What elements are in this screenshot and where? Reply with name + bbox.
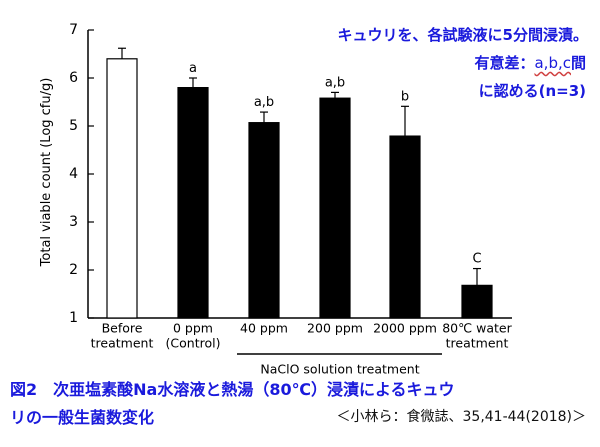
x-tick-label-0-1: treatment — [91, 336, 154, 351]
significance-label-5: C — [472, 252, 481, 267]
bar-1 — [177, 86, 209, 319]
y-axis: 1 2 3 4 5 6 7 — [69, 22, 512, 326]
x-tick-label-1-0: 0 ppm — [173, 321, 213, 336]
annotation-letters: a,b,c — [534, 54, 571, 72]
figure-caption-line-1: 図2 次亜塩素酸Na水溶液と熱湯（80℃）浸漬によるキュウ — [10, 380, 455, 399]
bar-5 — [461, 284, 493, 319]
y-axis-label: Total viable count (Log cfu/g) — [39, 78, 54, 268]
x-tick-label-2-0: 40 ppm — [240, 321, 288, 336]
x-tick-label-5-1: treatment — [446, 336, 509, 351]
x-tick-label-3-0: 200 ppm — [307, 321, 363, 336]
significance-label-2: a,b — [254, 95, 274, 110]
annotation-line-1: キュウリを、各試験液に5分間浸漬。 — [337, 26, 588, 44]
group-label: NaClO solution treatment — [260, 362, 419, 377]
y-tick-label-2: 2 — [69, 262, 78, 278]
bars: a a,b a,b b C — [106, 47, 493, 319]
annotation-prefix: 有意差： — [474, 54, 535, 72]
y-tick-label-6: 6 — [69, 70, 78, 86]
x-tick-label-4-0: 2000 ppm — [373, 321, 437, 336]
significance-label-1: a — [189, 61, 197, 76]
y-tick-label-5: 5 — [69, 118, 78, 134]
significance-label-3: a,b — [325, 75, 345, 90]
bar-4 — [389, 135, 421, 319]
annotation-suffix: 間 — [570, 54, 586, 72]
figure-citation: ＜小林ら：食微誌、35,41-44(2018)＞ — [336, 409, 587, 425]
figure-caption-line-2: リの一般生菌数変化 — [10, 408, 155, 427]
y-tick-label-1: 1 — [69, 310, 78, 326]
annotation-line-2: 有意差：a,b,c間 — [474, 52, 586, 73]
y-tick-label-7: 7 — [69, 22, 78, 38]
bar-2 — [248, 122, 280, 319]
x-tick-label-1-1: (Control) — [166, 336, 221, 351]
y-tick-label-3: 3 — [69, 214, 78, 230]
x-tick-label-0-0: Before — [102, 321, 143, 336]
annotation-line-3: に認める(n=3) — [478, 82, 586, 100]
bar-0 — [106, 58, 138, 319]
y-tick-label-4: 4 — [69, 166, 78, 182]
x-tick-label-5-0: 80℃ water — [442, 321, 512, 336]
significance-label-4: b — [401, 89, 409, 104]
bar-3 — [319, 97, 351, 319]
